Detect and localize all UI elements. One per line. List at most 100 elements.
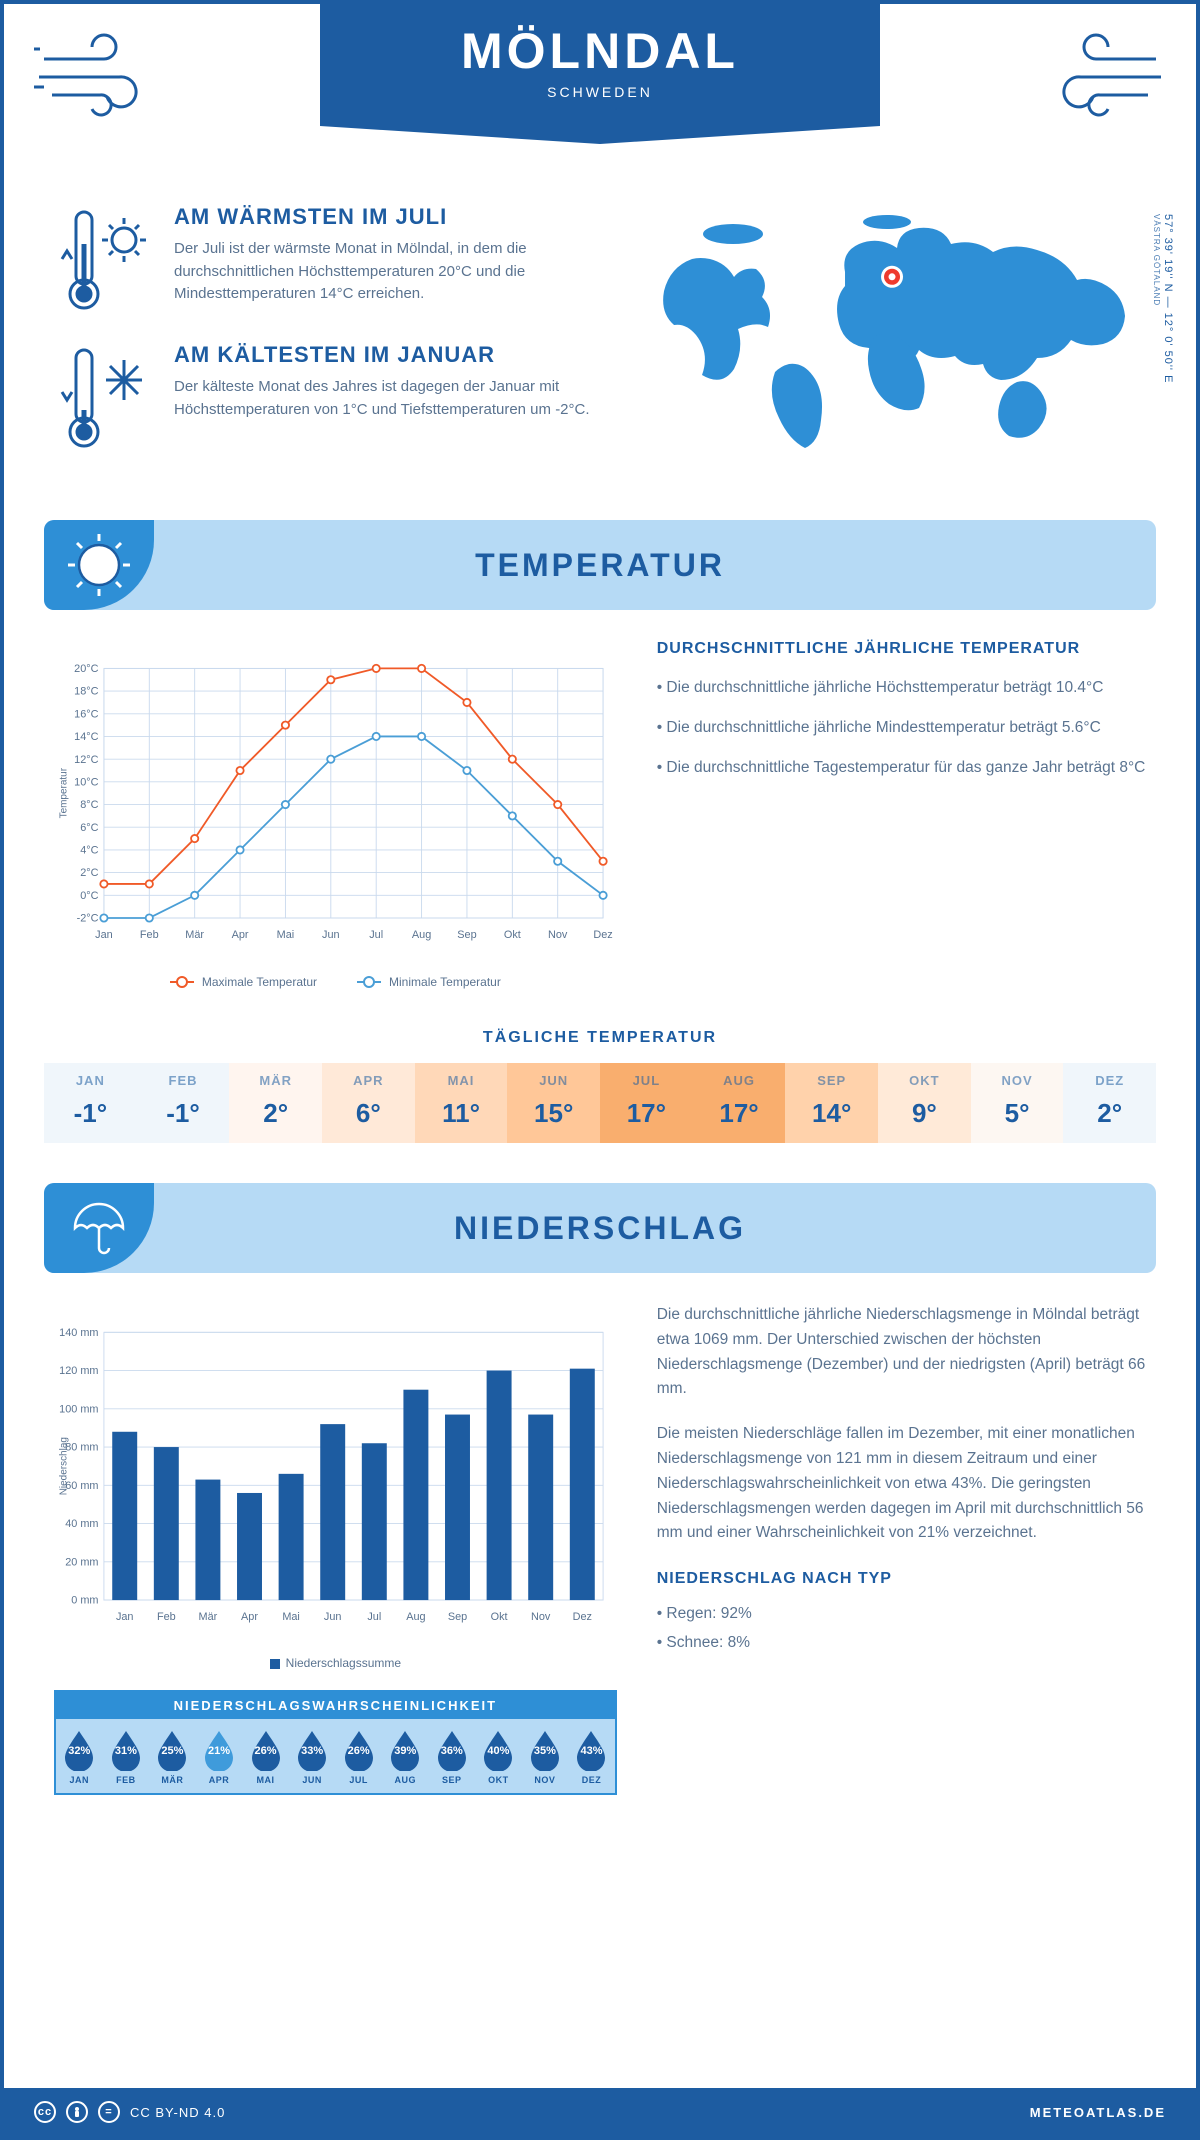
svg-text:Okt: Okt <box>504 929 521 941</box>
title-banner: MÖLNDAL SCHWEDEN <box>320 4 880 126</box>
svg-text:120 mm: 120 mm <box>59 1365 98 1377</box>
svg-text:Nov: Nov <box>531 1611 551 1623</box>
svg-text:Jan: Jan <box>95 929 113 941</box>
info-row: AM WÄRMSTEN IM JULI Der Juli ist der wär… <box>4 174 1196 510</box>
coldest-title: AM KÄLTESTEN IM JANUAR <box>174 342 598 368</box>
svg-text:40 mm: 40 mm <box>65 1518 98 1530</box>
region-text: VÄSTRA GÖTALAND <box>1152 214 1161 306</box>
heat-cell: JAN-1° <box>44 1063 137 1143</box>
svg-text:Sep: Sep <box>457 929 476 941</box>
precip-legend: Niederschlagssumme <box>54 1656 617 1670</box>
license-block: cc = CC BY-ND 4.0 <box>34 2101 225 2123</box>
temperature-chart: -2°C0°C2°C4°C6°C8°C10°C12°C14°C16°C18°C2… <box>54 640 617 989</box>
precip-p2: Die meisten Niederschläge fallen im Deze… <box>657 1422 1146 1546</box>
probability-cell: 33% JUN <box>289 1719 336 1793</box>
page: MÖLNDAL SCHWEDEN <box>0 0 1200 2140</box>
footer: cc = CC BY-ND 4.0 METEOATLAS.DE <box>4 2088 1196 2136</box>
svg-text:Feb: Feb <box>140 929 159 941</box>
world-map: 57° 39' 19'' N — 12° 0' 50'' E VÄSTRA GÖ… <box>628 204 1146 480</box>
cc-icon: cc <box>34 2101 56 2123</box>
map-svg <box>628 204 1146 464</box>
temperature-row: -2°C0°C2°C4°C6°C8°C10°C12°C14°C16°C18°C2… <box>4 640 1196 1019</box>
svg-text:Nov: Nov <box>548 929 568 941</box>
precip-type-0: • Regen: 92% <box>657 1602 1146 1627</box>
probability-cell: 39% AUG <box>382 1719 429 1793</box>
svg-text:Jul: Jul <box>367 1611 381 1623</box>
heat-cell: MÄR2° <box>229 1063 322 1143</box>
heat-cell: NOV5° <box>971 1063 1064 1143</box>
svg-text:Mai: Mai <box>277 929 295 941</box>
probability-cell: 43% DEZ <box>568 1719 615 1793</box>
wind-icon-left <box>34 29 154 119</box>
heat-cell: JUL17° <box>600 1063 693 1143</box>
by-icon <box>66 2101 88 2123</box>
wind-icon-right <box>1046 29 1166 119</box>
sun-icon <box>44 520 154 610</box>
svg-text:60 mm: 60 mm <box>65 1480 98 1492</box>
svg-text:4°C: 4°C <box>80 845 98 857</box>
precipitation-section-header: NIEDERSCHLAG <box>44 1183 1156 1273</box>
probability-cell: 40% OKT <box>475 1719 522 1793</box>
temperature-title: TEMPERATUR <box>475 547 725 584</box>
svg-text:Sep: Sep <box>448 1611 467 1623</box>
footer-brand: METEOATLAS.DE <box>1030 2105 1166 2120</box>
svg-text:Mär: Mär <box>199 1611 218 1623</box>
svg-text:Okt: Okt <box>491 1611 508 1623</box>
heat-cell: APR6° <box>322 1063 415 1143</box>
heat-cell: OKT9° <box>878 1063 971 1143</box>
svg-text:Mai: Mai <box>282 1611 300 1623</box>
probability-box: NIEDERSCHLAGSWAHRSCHEINLICHKEIT 32% JAN … <box>54 1690 617 1795</box>
precipitation-description: Die durchschnittliche jährliche Niedersc… <box>657 1303 1146 1795</box>
daily-temp-title: TÄGLICHE TEMPERATUR <box>4 1029 1196 1047</box>
svg-text:6°C: 6°C <box>80 822 98 834</box>
header: MÖLNDAL SCHWEDEN <box>4 4 1196 174</box>
probability-cell: 25% MÄR <box>149 1719 196 1793</box>
probability-cell: 26% JUL <box>335 1719 382 1793</box>
svg-text:140 mm: 140 mm <box>59 1327 98 1339</box>
temp-bullet-2: • Die durchschnittliche Tagestemperatur … <box>657 756 1146 780</box>
probability-cell: 26% MAI <box>242 1719 289 1793</box>
country-subtitle: SCHWEDEN <box>320 84 880 100</box>
warmest-title: AM WÄRMSTEN IM JULI <box>174 204 598 230</box>
svg-text:12°C: 12°C <box>74 754 98 766</box>
coords-text: 57° 39' 19'' N — 12° 0' 50'' E <box>1162 214 1174 383</box>
precip-type-1: • Schnee: 8% <box>657 1631 1146 1656</box>
temp-bullet-1: • Die durchschnittliche jährliche Mindes… <box>657 716 1146 740</box>
svg-text:Dez: Dez <box>573 1611 592 1623</box>
svg-text:80 mm: 80 mm <box>65 1442 98 1454</box>
svg-text:Mär: Mär <box>185 929 204 941</box>
svg-text:Jun: Jun <box>324 1611 342 1623</box>
precipitation-row: 0 mm20 mm40 mm60 mm80 mm100 mm120 mm140 … <box>4 1303 1196 1825</box>
svg-text:18°C: 18°C <box>74 686 98 698</box>
precip-p1: Die durchschnittliche jährliche Niedersc… <box>657 1303 1146 1402</box>
svg-text:20 mm: 20 mm <box>65 1556 98 1568</box>
heat-cell: DEZ2° <box>1063 1063 1156 1143</box>
probability-cell: 32% JAN <box>56 1719 103 1793</box>
heat-cell: FEB-1° <box>137 1063 230 1143</box>
heat-cell: AUG17° <box>693 1063 786 1143</box>
probability-cell: 36% SEP <box>429 1719 476 1793</box>
svg-text:Apr: Apr <box>232 929 249 941</box>
warmest-fact: AM WÄRMSTEN IM JULI Der Juli ist der wär… <box>54 204 598 314</box>
svg-text:8°C: 8°C <box>80 799 98 811</box>
svg-text:16°C: 16°C <box>74 708 98 720</box>
svg-text:Feb: Feb <box>157 1611 176 1623</box>
legend-min: Minimale Temperatur <box>357 975 501 989</box>
coldest-fact: AM KÄLTESTEN IM JANUAR Der kälteste Mona… <box>54 342 598 452</box>
coordinates: 57° 39' 19'' N — 12° 0' 50'' E VÄSTRA GÖ… <box>1150 214 1174 383</box>
svg-text:Apr: Apr <box>241 1611 258 1623</box>
heat-cell: SEP14° <box>785 1063 878 1143</box>
probability-cell: 35% NOV <box>522 1719 569 1793</box>
temp-chart-legend: Maximale Temperatur Minimale Temperatur <box>54 975 617 989</box>
svg-text:Jun: Jun <box>322 929 340 941</box>
license-text: CC BY-ND 4.0 <box>130 2105 225 2120</box>
probability-row: 32% JAN 31% FEB 25% MÄR 21% APR 26% MAI <box>56 1719 615 1793</box>
precipitation-title: NIEDERSCHLAG <box>454 1210 746 1247</box>
temp-desc-title: DURCHSCHNITTLICHE JÄHRLICHE TEMPERATUR <box>657 640 1146 658</box>
warmest-text: Der Juli ist der wärmste Monat in Mölnda… <box>174 238 598 306</box>
svg-text:2°C: 2°C <box>80 867 98 879</box>
svg-text:Jul: Jul <box>369 929 383 941</box>
heat-cell: JUN15° <box>507 1063 600 1143</box>
probability-title: NIEDERSCHLAGSWAHRSCHEINLICHKEIT <box>56 1692 615 1719</box>
heat-cell: MAI11° <box>415 1063 508 1143</box>
